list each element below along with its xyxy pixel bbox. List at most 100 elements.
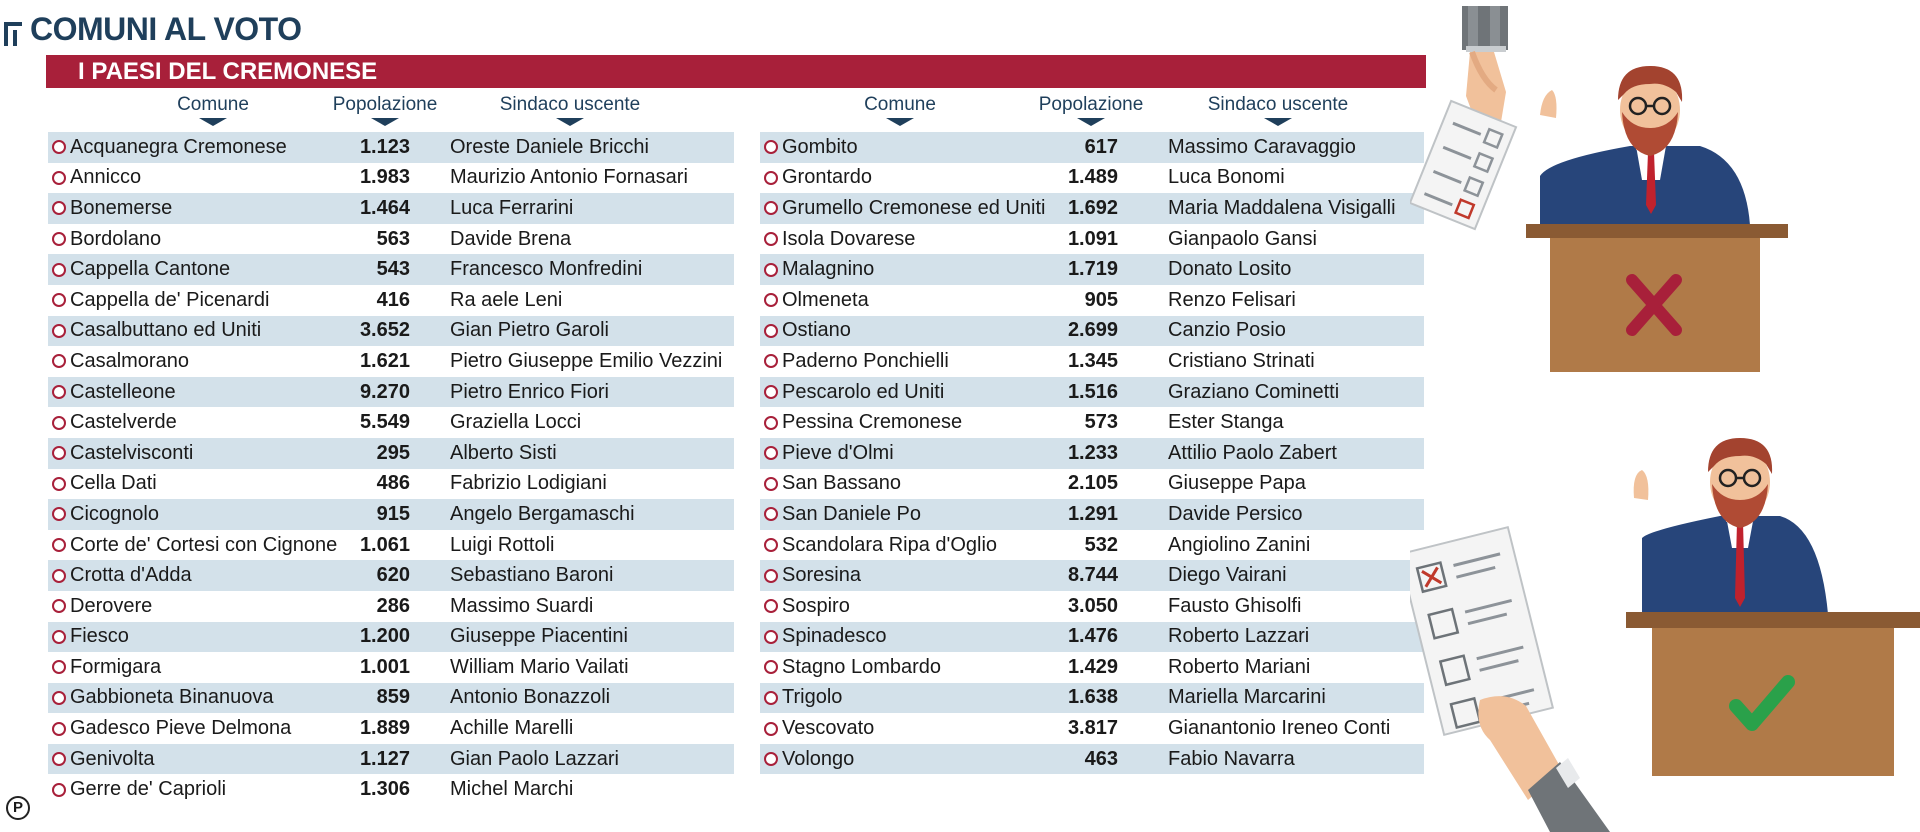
- cell-popolazione: 532: [1084, 533, 1118, 556]
- circle-bullet-icon: [764, 507, 778, 522]
- cell-comune: Ostiano: [782, 319, 851, 342]
- table-header: Comune Popolazione Sindaco uscente: [760, 94, 1424, 132]
- table-row: Gerre de' Caprioli 1.306 Michel Marchi: [48, 774, 734, 805]
- cell-sindaco: Giuseppe Papa: [1168, 472, 1306, 495]
- table-row: Cappella Cantone 543 Francesco Monfredini: [48, 254, 734, 285]
- cell-comune: Stagno Lombardo: [782, 655, 942, 678]
- circle-bullet-icon: [764, 415, 778, 430]
- chevron-down-icon: [371, 118, 399, 126]
- cell-comune: Pessina Cremonese: [782, 411, 963, 434]
- cell-comune: Castelleone: [70, 380, 176, 403]
- cell-popolazione: 1.091: [1067, 227, 1118, 250]
- cell-sindaco: Roberto Lazzari: [1168, 625, 1310, 648]
- circle-bullet-icon: [52, 354, 66, 369]
- cell-sindaco: Roberto Mariani: [1168, 655, 1311, 678]
- cell-popolazione: 1.516: [1067, 380, 1118, 403]
- table-row: Volongo 463 Fabio Navarra: [760, 743, 1424, 775]
- table-row: Gombito 617 Massimo Caravaggio: [760, 132, 1424, 163]
- table-header: Comune Popolazione Sindaco uscente: [48, 94, 734, 132]
- cell-comune: Cella Dati: [70, 472, 157, 495]
- cell-popolazione: 3.817: [1067, 717, 1118, 740]
- column-header-sindaco: Sindaco uscente: [480, 94, 660, 126]
- circle-bullet-icon: [52, 752, 66, 767]
- cell-popolazione: 563: [376, 227, 410, 250]
- candidate-rejected-icon: [1526, 66, 1788, 372]
- circle-bullet-icon: [52, 629, 66, 644]
- circle-bullet-icon: [52, 538, 66, 553]
- publisher-logo-icon: P: [6, 796, 30, 820]
- chevron-down-icon: [1264, 118, 1292, 126]
- cell-popolazione: 2.699: [1067, 319, 1118, 342]
- circle-bullet-icon: [764, 476, 778, 491]
- cell-popolazione: 915: [376, 502, 410, 525]
- cell-comune: Vescovato: [782, 717, 875, 740]
- table-row: Gadesco Pieve Delmona 1.889 Achille Marell…: [48, 713, 734, 744]
- circle-bullet-icon: [764, 568, 778, 583]
- cell-sindaco: Fabrizio Lodigiani: [450, 472, 607, 495]
- cell-comune: Paderno Ponchielli: [782, 349, 949, 372]
- cell-sindaco: Fabio Navarra: [1168, 747, 1295, 770]
- circle-bullet-icon: [764, 660, 778, 675]
- cell-popolazione: 617: [1084, 135, 1118, 158]
- cell-sindaco: Fausto Ghisolfi: [1168, 594, 1302, 617]
- cell-popolazione: 8.744: [1067, 564, 1118, 587]
- cell-popolazione: 295: [376, 441, 410, 464]
- cell-popolazione: 1.464: [359, 196, 410, 219]
- circle-bullet-icon: [52, 690, 66, 705]
- circle-bullet-icon: [52, 201, 66, 216]
- cell-sindaco: Massimo Suardi: [450, 594, 594, 617]
- table-row: Annicco 1.983 Maurizio Antonio Fornasari: [48, 163, 734, 194]
- table-row: Castelleone 9.270 Pietro Enrico Fiori: [48, 376, 734, 408]
- circle-bullet-icon: [764, 599, 778, 614]
- table-row: Olmeneta 905 Renzo Felisari: [760, 285, 1424, 316]
- circle-bullet-icon: [52, 446, 66, 461]
- table-left: Comune Popolazione Sindaco uscente Acqua…: [48, 94, 734, 805]
- cell-comune: Castelverde: [70, 411, 177, 434]
- circle-bullet-icon: [52, 599, 66, 614]
- cell-popolazione: 859: [376, 686, 410, 709]
- table-row: Corte de' Cortesi con Cignone 1.061 Luigi …: [48, 530, 734, 561]
- cell-comune: Castelvisconti: [70, 441, 194, 464]
- cell-sindaco: Luca Bonomi: [1168, 166, 1285, 189]
- cell-comune: Annicco: [70, 166, 142, 189]
- cell-popolazione: 2.105: [1067, 472, 1118, 495]
- cell-popolazione: 1.345: [1067, 349, 1118, 372]
- table-row: Cella Dati 486 Fabrizio Lodigiani: [48, 469, 734, 500]
- circle-bullet-icon: [52, 232, 66, 247]
- table-row: Bonemerse 1.464 Luca Ferrarini: [48, 193, 734, 224]
- circle-bullet-icon: [764, 538, 778, 553]
- cell-popolazione: 286: [376, 594, 410, 617]
- cell-comune: Cicognolo: [70, 502, 159, 525]
- table-row: Castelvisconti 295 Alberto Sisti: [48, 437, 734, 469]
- table-row: Isola Dovarese 1.091 Gianpaolo Gansi: [760, 224, 1424, 255]
- cell-sindaco: Canzio Posio: [1168, 319, 1286, 342]
- column-header-label: Sindaco uscente: [1207, 94, 1349, 115]
- circle-bullet-icon: [764, 140, 778, 155]
- page-title: COMUNI AL VOTO: [30, 11, 302, 47]
- title-block: COMUNI AL VOTO: [4, 8, 302, 48]
- cell-sindaco: Davide Brena: [450, 227, 572, 250]
- circle-bullet-icon: [52, 385, 66, 400]
- cell-sindaco: Ester Stanga: [1168, 411, 1284, 434]
- cell-popolazione: 1.200: [359, 625, 410, 648]
- cell-comune: Corte de' Cortesi con Cignone: [70, 533, 338, 556]
- cell-sindaco: Giuseppe Piacentini: [450, 625, 628, 648]
- cell-sindaco: Alberto Sisti: [450, 441, 557, 464]
- cell-sindaco: Renzo Felisari: [1168, 288, 1296, 311]
- circle-bullet-icon: [52, 660, 66, 675]
- table-row: Malagnino 1.719 Donato Losito: [760, 254, 1424, 285]
- cell-popolazione: 1.306: [359, 778, 410, 801]
- table-row: Genivolta 1.127 Gian Paolo Lazzari: [48, 743, 734, 775]
- table-right: Comune Popolazione Sindaco uscente Gombi…: [760, 94, 1424, 775]
- cell-sindaco: Graziella Locci: [450, 411, 582, 434]
- cell-comune: Genivolta: [70, 747, 155, 770]
- cell-popolazione: 1.061: [359, 533, 410, 556]
- cell-popolazione: 1.889: [359, 717, 410, 740]
- table-row: Derovere 286 Massimo Suardi: [48, 591, 734, 622]
- cell-comune: Gabbioneta Binanuova: [70, 686, 274, 709]
- circle-bullet-icon: [52, 507, 66, 522]
- cell-sindaco: Diego Vairani: [1168, 564, 1287, 587]
- cell-comune: Pescarolo ed Uniti: [782, 380, 945, 403]
- cell-comune: Cappella de' Picenardi: [70, 288, 270, 311]
- cell-comune: Casalbuttano ed Uniti: [70, 319, 262, 342]
